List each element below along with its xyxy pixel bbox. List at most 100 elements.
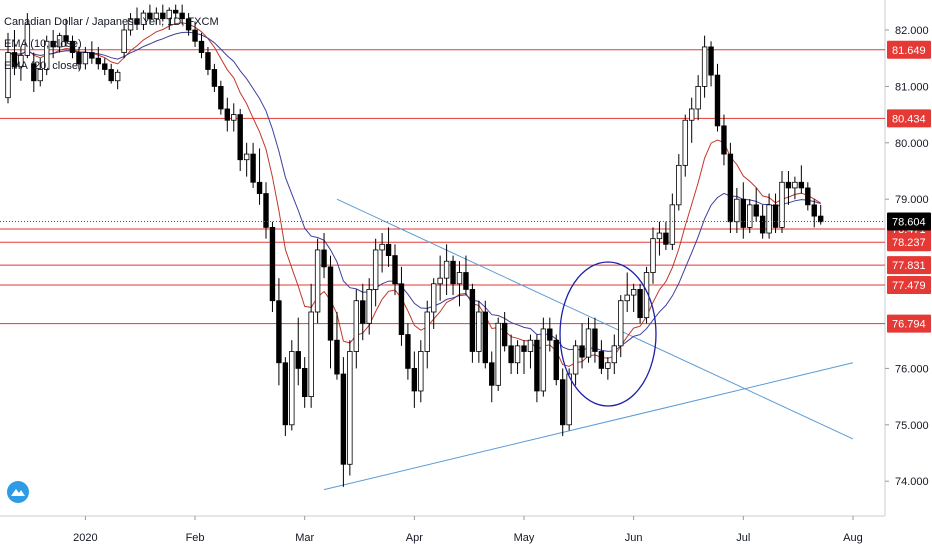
candle-body [276, 300, 282, 364]
level-price-tag: 78.237 [892, 237, 926, 249]
x-tick-label: Jun [625, 532, 643, 544]
candle-body [347, 351, 353, 465]
candle-body [547, 328, 553, 341]
candle-body [108, 69, 114, 82]
candle-body [553, 339, 559, 381]
candle-body [792, 181, 798, 189]
candle-body [153, 12, 160, 20]
level-price-tag: 77.479 [892, 280, 926, 292]
level-price-tag: 76.794 [892, 319, 926, 331]
candle-body [5, 52, 11, 99]
candle-body [172, 9, 179, 14]
level-price-tag-bg [887, 233, 931, 252]
candle-body [663, 232, 669, 245]
tradingview-logo-icon[interactable] [6, 480, 30, 504]
candle-body [218, 86, 224, 110]
candle-body [579, 345, 585, 358]
candle-body [308, 311, 314, 397]
candle-body [682, 119, 688, 166]
chart-title: Canadian Dollar / Japanese Yen, 1D, FXCM [4, 16, 219, 28]
candle-body [50, 40, 56, 48]
y-tick-label: 76.000 [895, 363, 929, 375]
candle-body [237, 114, 243, 161]
candle-body [714, 74, 721, 127]
candle-body [630, 289, 637, 296]
candle-body [811, 204, 817, 217]
candle-body [301, 367, 308, 397]
candle-body [540, 328, 547, 392]
candle-body [185, 18, 192, 31]
candle-body [224, 108, 230, 121]
ema10-line [7, 22, 821, 367]
candle-body [44, 40, 50, 70]
candle-body [37, 69, 43, 82]
circle-annotation [559, 261, 657, 407]
candle-body [463, 272, 469, 290]
y-tick-label: 82.000 [895, 25, 929, 37]
candle-body [205, 52, 211, 70]
candle-body [785, 181, 792, 189]
candle-body [669, 204, 676, 245]
candle-body [295, 351, 301, 369]
candle-body [160, 12, 166, 20]
candle-body [334, 339, 340, 375]
candle-body [360, 300, 366, 324]
level-price-tag-bg [887, 275, 931, 294]
level-price-tag: 81.649 [892, 45, 926, 57]
candle-body [650, 238, 656, 273]
candle-body [534, 339, 540, 392]
candle-body [676, 164, 682, 206]
candle-body [269, 226, 276, 302]
candle-body [140, 12, 147, 25]
candle-body [102, 63, 108, 70]
candle-body [353, 300, 359, 352]
candle-body [495, 322, 501, 386]
candle-body [753, 204, 759, 217]
candle-body [231, 114, 237, 121]
candle-body [418, 351, 424, 392]
candle-body [734, 198, 740, 223]
candle-body [560, 379, 566, 426]
candle-body [818, 215, 824, 223]
candle-body [708, 46, 714, 76]
candle-body [392, 255, 398, 285]
level-price-tag: 77.831 [892, 260, 926, 272]
candle-body [82, 52, 89, 65]
candle-body [501, 322, 508, 347]
level-price-tag-bg [887, 40, 931, 59]
candle-body [114, 71, 121, 82]
current-price-tag: 78.604 [892, 217, 926, 229]
candle-body [489, 362, 495, 386]
candle-body [701, 46, 708, 87]
candle-body [192, 29, 198, 42]
candle-body [747, 204, 753, 228]
candle-body [166, 9, 172, 20]
candle-body [282, 362, 289, 426]
x-tick-label: Feb [186, 532, 205, 544]
candle-body [605, 362, 611, 369]
candle-body [289, 351, 295, 426]
candle-body [63, 35, 69, 42]
candle-body [805, 187, 811, 206]
candle-body [179, 12, 185, 20]
ema20-line [7, 31, 821, 352]
candle-body [398, 283, 405, 335]
candle-body [69, 40, 76, 53]
candle-body [340, 373, 347, 465]
candle-body [759, 215, 766, 234]
candle-body [379, 243, 385, 251]
candle-body [211, 69, 218, 87]
candle-body [243, 153, 250, 161]
candle-body [721, 125, 727, 155]
candle-body [11, 52, 18, 68]
candle-body [250, 153, 256, 183]
candle-body [56, 35, 63, 48]
candle-body [327, 266, 334, 341]
candle-body [450, 260, 456, 285]
candle-body [618, 300, 624, 347]
level-price-tag-bg [887, 314, 931, 333]
candle-body [482, 311, 488, 364]
candle-body [624, 294, 630, 302]
candle-body [198, 40, 205, 53]
